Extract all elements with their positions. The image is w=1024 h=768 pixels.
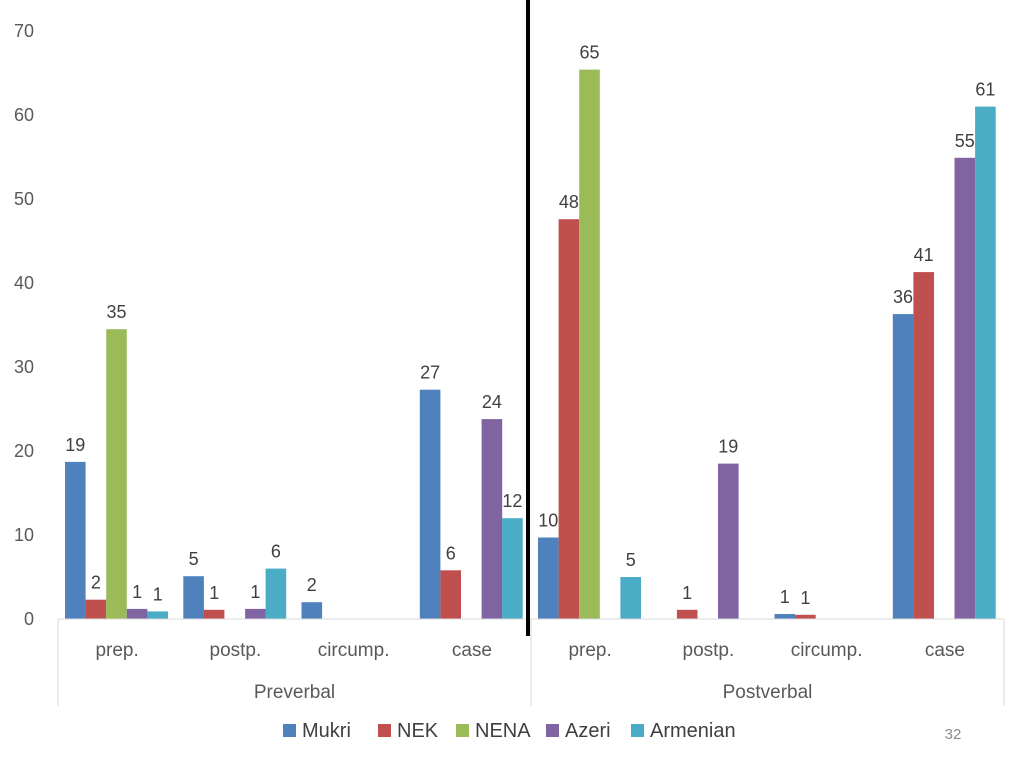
- data-label: 6: [271, 542, 281, 562]
- x-category-label: postp.: [210, 640, 262, 661]
- bar-nek: [440, 570, 461, 619]
- data-label: 36: [893, 287, 913, 307]
- data-label: 61: [975, 80, 995, 100]
- data-label: 35: [106, 302, 126, 322]
- x-axis: prep. postp. circump. case Preverbal prep. pos…: [57, 618, 1005, 706]
- data-label: 19: [65, 435, 85, 455]
- legend: Mukri NEK NENA Azeri Armenian: [283, 720, 736, 742]
- bar-nek: [795, 614, 816, 619]
- legend-label: NENA: [475, 720, 531, 742]
- x-category-label: case: [452, 640, 492, 661]
- bars: [65, 69, 996, 620]
- y-axis: 0 10 20 30 40 50 60 70: [14, 21, 34, 629]
- data-label: 19: [718, 437, 738, 457]
- y-tick-label: 60: [14, 105, 34, 125]
- data-label: 1: [153, 584, 163, 604]
- y-tick-label: 70: [14, 21, 34, 41]
- bar-azeri: [954, 157, 976, 620]
- bar-nek: [85, 599, 107, 619]
- bar-armenian: [975, 106, 996, 620]
- data-label: 1: [209, 583, 219, 603]
- data-label: 1: [682, 583, 692, 603]
- bar-mukri: [774, 614, 796, 619]
- data-label: 1: [780, 587, 790, 607]
- bar-armenian: [147, 611, 168, 619]
- legend-swatch-nena: [456, 724, 469, 737]
- bar-armenian: [620, 577, 641, 619]
- bar-armenian: [502, 518, 523, 619]
- x-group-label: Postverbal: [723, 682, 813, 703]
- bar-azeri: [245, 608, 266, 619]
- legend-swatch-mukri: [283, 724, 296, 737]
- data-label: 10: [538, 511, 558, 531]
- data-label: 5: [189, 549, 199, 569]
- data-label: 2: [91, 573, 101, 593]
- x-group-label: Preverbal: [254, 682, 335, 703]
- bar-mukri: [65, 461, 86, 619]
- x-category-label: circump.: [318, 640, 390, 661]
- data-label: 27: [420, 363, 440, 383]
- legend-swatch-armenian: [631, 724, 644, 737]
- legend-label: Mukri: [302, 720, 351, 742]
- bar-mukri: [183, 576, 204, 619]
- x-category-label: circump.: [791, 640, 863, 661]
- bar-azeri: [718, 463, 739, 619]
- bar-mukri: [538, 537, 559, 619]
- data-label: 1: [800, 588, 810, 608]
- x-category-label: prep.: [568, 640, 611, 661]
- legend-label: NEK: [397, 720, 439, 742]
- data-label: 24: [482, 392, 502, 412]
- bar-nek: [913, 272, 934, 619]
- data-label: 2: [307, 575, 317, 595]
- data-label: 48: [559, 192, 579, 212]
- x-category-label: postp.: [683, 640, 735, 661]
- bar-mukri: [892, 314, 914, 619]
- bar-nek: [203, 609, 225, 619]
- data-label: 1: [132, 582, 142, 602]
- legend-label: Armenian: [650, 720, 736, 742]
- data-label: 41: [914, 245, 934, 265]
- data-label: 1: [250, 582, 260, 602]
- y-tick-label: 50: [14, 189, 34, 209]
- bar-azeri: [126, 608, 148, 619]
- y-tick-label: 40: [14, 273, 34, 293]
- data-label: 65: [579, 43, 599, 63]
- y-tick-label: 10: [14, 525, 34, 545]
- y-tick-label: 30: [14, 357, 34, 377]
- legend-swatch-azeri: [546, 724, 559, 737]
- bar-nek: [676, 609, 698, 619]
- x-category-label: case: [925, 640, 965, 661]
- data-label: 6: [446, 543, 456, 563]
- y-tick-label: 20: [14, 441, 34, 461]
- bar-nena: [579, 69, 600, 620]
- x-category-label: prep.: [95, 640, 138, 661]
- data-label: 5: [626, 550, 636, 570]
- page-number: 32: [945, 726, 962, 743]
- y-tick-label: 0: [24, 609, 34, 629]
- legend-label: Azeri: [565, 720, 611, 742]
- bar-azeri: [481, 419, 503, 619]
- bar-nena: [106, 329, 127, 619]
- bar-mukri: [419, 389, 441, 619]
- legend-swatch-nek: [378, 724, 391, 737]
- bar-mukri: [301, 602, 323, 619]
- bar-nek: [558, 219, 580, 619]
- data-label: 12: [502, 491, 522, 511]
- data-label: 55: [955, 131, 975, 151]
- bar-armenian: [265, 568, 287, 619]
